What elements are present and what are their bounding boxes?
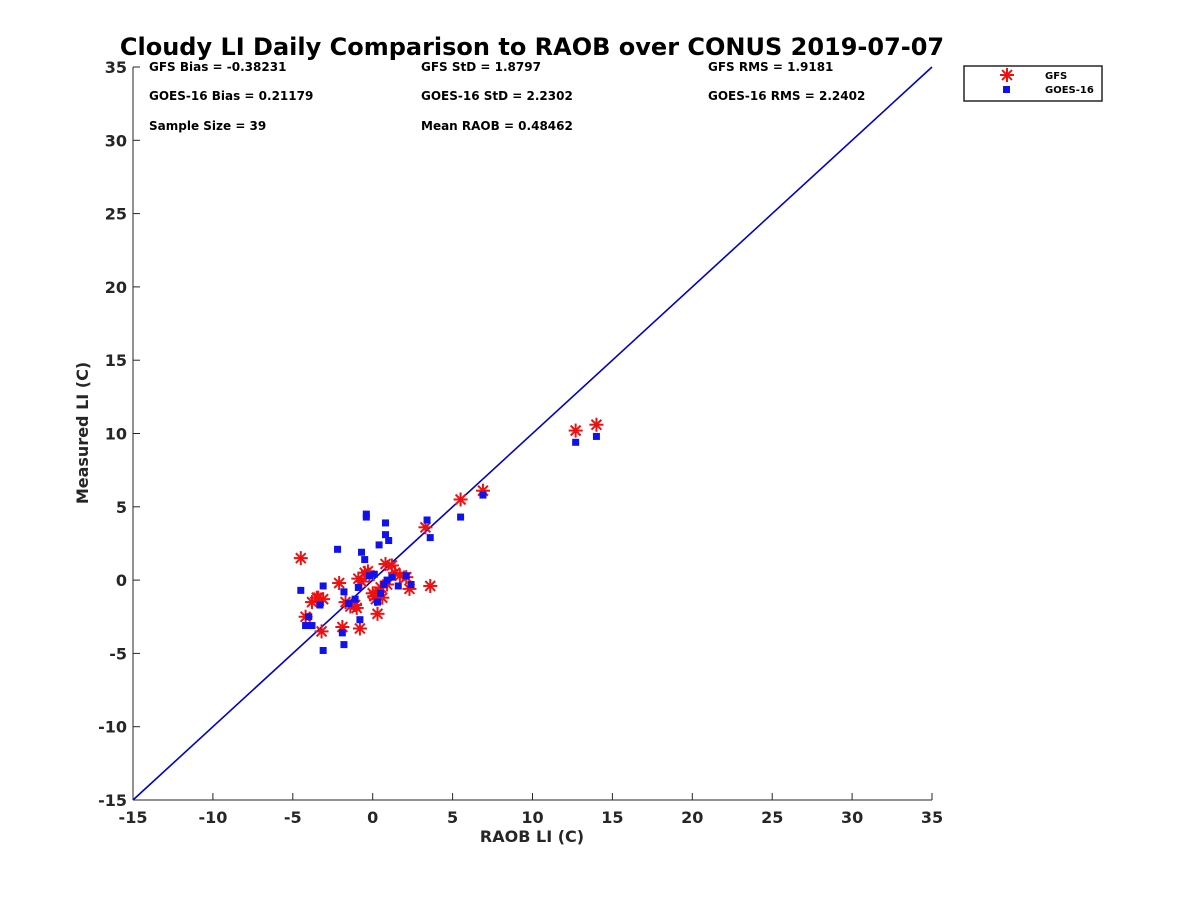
x-tick-label: 35 bbox=[921, 808, 943, 827]
goes16-point bbox=[354, 583, 362, 591]
stat-annotation: GFS StD = 1.8797 bbox=[421, 60, 541, 74]
goes16-point bbox=[426, 534, 434, 542]
goes16-point bbox=[377, 589, 385, 597]
gfs-point bbox=[370, 606, 385, 621]
x-axis-ticks: -15 -10 -5 0 5 10 15 20 25 30 35 bbox=[119, 793, 943, 827]
x-tick-label: 10 bbox=[521, 808, 543, 827]
goes16-point bbox=[381, 519, 389, 527]
legend-gfs-asterisk bbox=[1000, 68, 1014, 82]
legend: GFS GOES-16 bbox=[963, 65, 1103, 102]
legend-goes16-label: GOES-16 bbox=[1045, 85, 1094, 96]
stat-annotation: Sample Size = 39 bbox=[149, 119, 266, 133]
goes16-point bbox=[479, 491, 487, 499]
x-tick-label: 5 bbox=[447, 808, 458, 827]
goes16-point bbox=[388, 573, 396, 581]
y-tick-label: -10 bbox=[98, 718, 127, 737]
gfs-point bbox=[423, 578, 438, 593]
goes16-point bbox=[319, 582, 327, 590]
stat-annotation: GFS Bias = -0.38231 bbox=[149, 60, 286, 74]
goes16-point bbox=[394, 582, 402, 590]
y-tick-label: 10 bbox=[105, 425, 127, 444]
stat-annotation: GOES-16 StD = 2.2302 bbox=[421, 89, 573, 103]
gfs-point bbox=[352, 621, 367, 636]
x-tick-label: 15 bbox=[601, 808, 623, 827]
legend-goes16-marker bbox=[1003, 86, 1010, 93]
gfs-point bbox=[293, 551, 308, 566]
goes16-point bbox=[297, 586, 305, 594]
y-tick-label: 20 bbox=[105, 278, 127, 297]
one-to-one-line bbox=[132, 66, 933, 801]
goes16-point bbox=[361, 556, 369, 564]
gfs-point bbox=[349, 600, 364, 615]
y-tick-label: 35 bbox=[105, 58, 127, 77]
goes16-point bbox=[356, 616, 364, 624]
goes16-point bbox=[334, 545, 342, 553]
goes16-point bbox=[373, 598, 381, 606]
y-tick-label: 15 bbox=[105, 351, 127, 370]
goes16-point bbox=[338, 629, 346, 637]
gfs-point bbox=[589, 417, 604, 432]
y-axis-label: Measured LI (C) bbox=[73, 362, 92, 504]
goes16-point bbox=[308, 622, 316, 630]
stat-annotation: GFS RMS = 1.9181 bbox=[708, 60, 833, 74]
x-tick-label: 0 bbox=[367, 808, 378, 827]
stat-annotation: GOES-16 RMS = 2.2402 bbox=[708, 89, 865, 103]
reference-line-group bbox=[132, 66, 933, 801]
legend-gfs-label: GFS bbox=[1045, 71, 1067, 82]
goes16-point bbox=[592, 432, 600, 440]
goes16-point bbox=[375, 541, 383, 549]
goes16-point bbox=[385, 537, 393, 545]
stat-annotation: Mean RAOB = 0.48462 bbox=[421, 119, 573, 133]
goes16-point bbox=[340, 641, 348, 649]
legend-gfs-marker bbox=[1000, 68, 1014, 82]
gfs-point bbox=[568, 423, 583, 438]
goes16-point bbox=[381, 531, 389, 539]
goes16-point bbox=[319, 646, 327, 654]
y-tick-label: 0 bbox=[116, 571, 127, 590]
x-tick-label: 25 bbox=[761, 808, 783, 827]
goes16-point bbox=[362, 513, 370, 521]
goes16-point bbox=[457, 513, 465, 521]
y-tick-label: 5 bbox=[116, 498, 127, 517]
x-tick-label: -5 bbox=[284, 808, 302, 827]
y-tick-label: 30 bbox=[105, 131, 127, 150]
y-axis-ticks: -15 -10 -5 0 5 10 15 20 25 30 35 bbox=[98, 58, 140, 810]
gfs-point bbox=[332, 576, 347, 591]
x-tick-label: 20 bbox=[681, 808, 703, 827]
stat-annotation: GOES-16 Bias = 0.21179 bbox=[149, 89, 313, 103]
goes16-point bbox=[316, 601, 324, 609]
goes16-point bbox=[340, 588, 348, 596]
y-tick-label: -15 bbox=[98, 791, 127, 810]
gfs-point bbox=[453, 492, 468, 507]
goes16-point bbox=[370, 570, 378, 578]
statistics-annotations: GFS Bias = -0.38231 GFS StD = 1.8797 GFS R… bbox=[149, 60, 865, 133]
goes16-series bbox=[297, 432, 600, 654]
goes16-point bbox=[345, 600, 353, 608]
goes16-point bbox=[305, 613, 313, 621]
chart-title: Cloudy LI Daily Comparison to RAOB over … bbox=[120, 33, 944, 61]
goes16-point bbox=[423, 516, 431, 524]
goes16-point bbox=[351, 595, 359, 603]
x-axis-label: RAOB LI (C) bbox=[480, 827, 584, 846]
goes16-point bbox=[302, 622, 310, 630]
x-tick-label: -15 bbox=[119, 808, 148, 827]
goes16-point bbox=[407, 580, 415, 588]
x-tick-label: -10 bbox=[198, 808, 227, 827]
goes16-point bbox=[358, 548, 366, 556]
goes16-point bbox=[402, 572, 410, 580]
goes16-point bbox=[380, 580, 388, 588]
goes16-point bbox=[572, 438, 580, 446]
x-tick-label: 30 bbox=[841, 808, 863, 827]
gfs-point bbox=[314, 624, 329, 639]
y-tick-label: -5 bbox=[109, 644, 127, 663]
gfs-point bbox=[418, 520, 433, 535]
legend-box bbox=[963, 65, 1103, 102]
goes16-point bbox=[366, 572, 374, 580]
gfs-series bbox=[293, 417, 604, 639]
y-tick-label: 25 bbox=[105, 205, 127, 224]
goes16-point bbox=[383, 576, 391, 584]
